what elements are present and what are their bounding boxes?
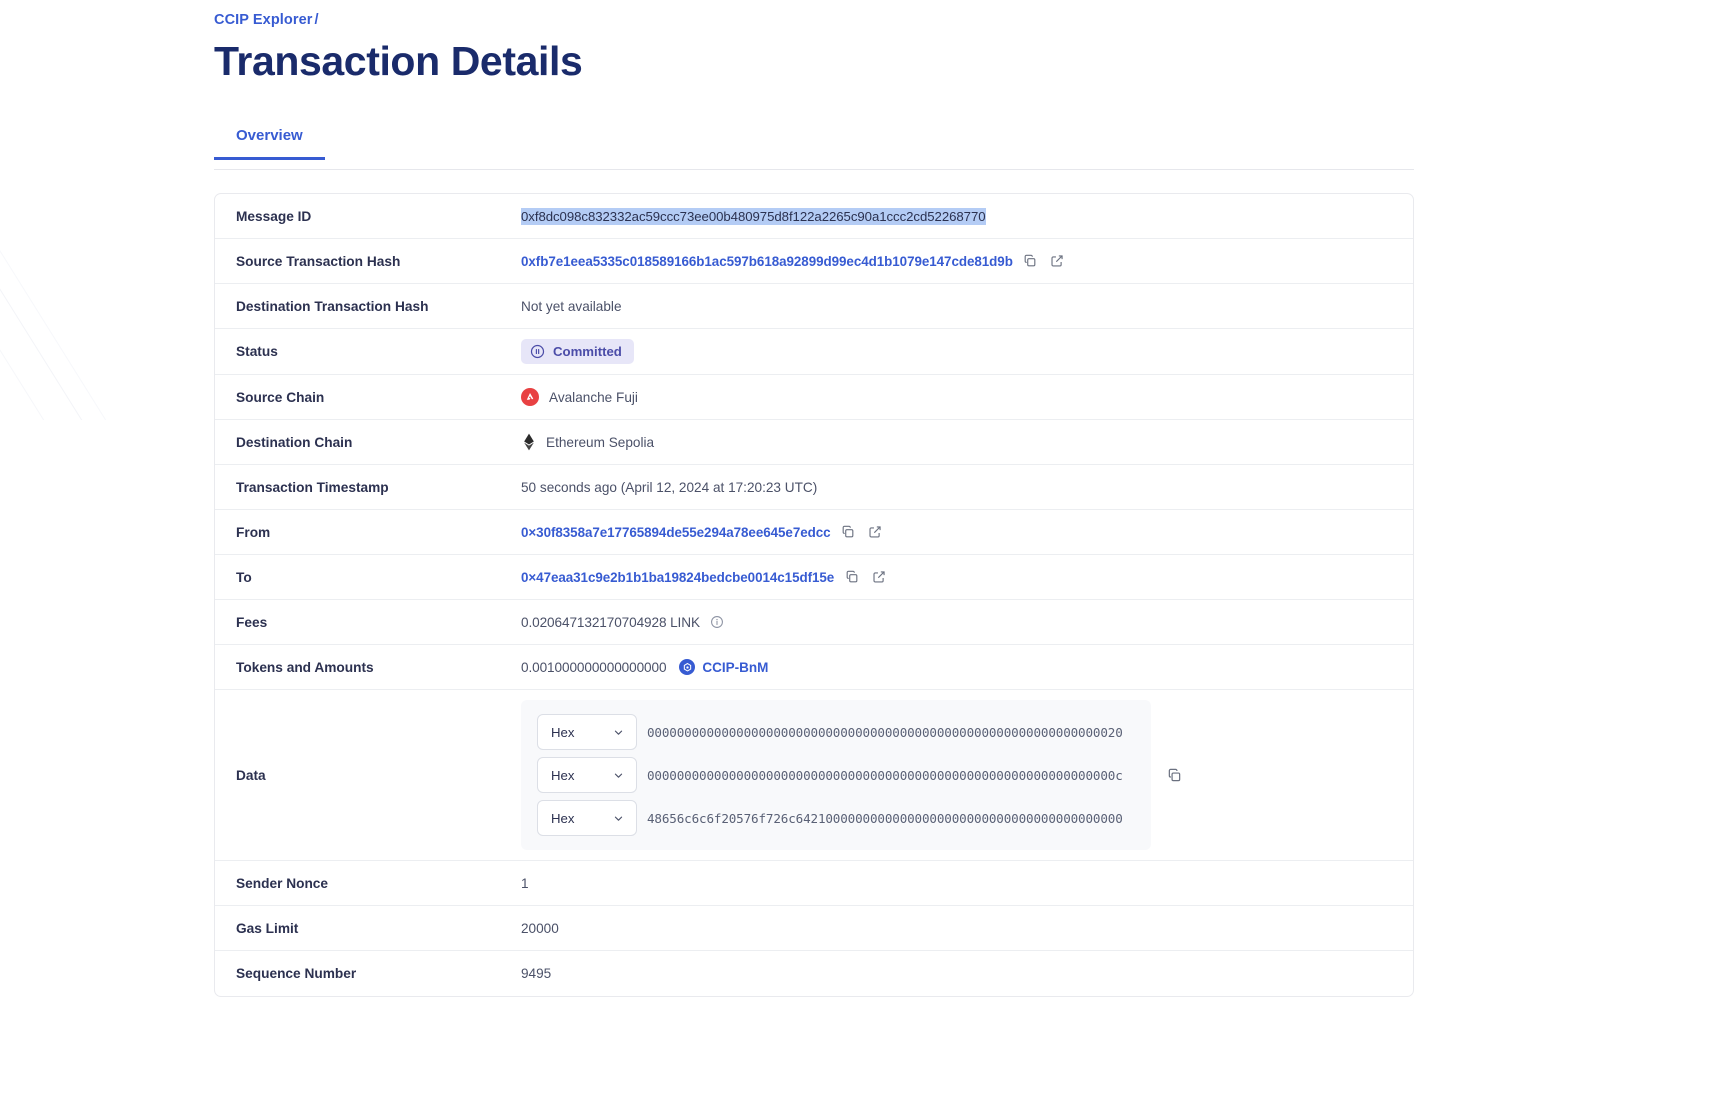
to-address-link[interactable]: 0×47eaa31c9e2b1b1ba19824bedcbe0014c15df1… bbox=[521, 569, 835, 585]
transaction-details-table: Message ID 0xf8dc098c832332ac59ccc73ee00… bbox=[214, 193, 1414, 997]
source-tx-hash-link[interactable]: 0xfb7e1eea5335c018589166b1ac597b618a9289… bbox=[521, 253, 1013, 269]
row-label: Source Transaction Hash bbox=[236, 253, 401, 269]
copy-icon[interactable] bbox=[842, 568, 861, 587]
row-value: Not yet available bbox=[521, 284, 1413, 328]
table-row-destination-chain: Destination Chain Ethereum Sepolia bbox=[215, 420, 1413, 465]
row-value: 0×47eaa31c9e2b1b1ba19824bedcbe0014c15df1… bbox=[521, 555, 1413, 599]
row-label: Destination Chain bbox=[236, 434, 353, 450]
row-value: 20000 bbox=[521, 906, 1413, 950]
table-row-from: From 0×30f8358a7e17765894de55e294a78ee64… bbox=[215, 510, 1413, 555]
data-panel: Hex 000000000000000000000000000000000000… bbox=[521, 700, 1151, 850]
row-value: Committed bbox=[521, 329, 1413, 374]
data-hex-value-2[interactable]: 0000000000000000000000000000000000000000… bbox=[647, 767, 1123, 783]
ccip-token-icon bbox=[679, 659, 696, 675]
row-label: Fees bbox=[236, 614, 268, 630]
table-row-source-chain: Source Chain Avalanche Fuji bbox=[215, 375, 1413, 420]
row-value: 0xfb7e1eea5335c018589166b1ac597b618a9289… bbox=[521, 239, 1413, 283]
external-link-icon[interactable] bbox=[869, 568, 888, 587]
row-label: Message ID bbox=[236, 208, 312, 224]
data-hex-value-1[interactable]: 0000000000000000000000000000000000000000… bbox=[647, 724, 1123, 740]
row-label: Sender Nonce bbox=[236, 875, 329, 891]
table-row-fees: Fees 0.020647132170704928 LINK bbox=[215, 600, 1413, 645]
breadcrumb-link-ccip-explorer[interactable]: CCIP Explorer bbox=[214, 12, 313, 28]
row-label: Source Chain bbox=[236, 389, 325, 405]
row-label: To bbox=[236, 569, 252, 585]
token-name-link[interactable]: CCIP-BnM bbox=[702, 659, 769, 675]
row-label: From bbox=[236, 524, 271, 540]
row-value: 0xf8dc098c832332ac59ccc73ee00b480975d8f1… bbox=[521, 194, 1413, 238]
source-chain-name: Avalanche Fuji bbox=[549, 389, 638, 405]
row-label: Tokens and Amounts bbox=[236, 659, 374, 675]
data-format-value: Hex bbox=[551, 767, 575, 783]
token-amount: 0.001000000000000000 bbox=[521, 659, 667, 675]
pause-circle-icon bbox=[530, 344, 545, 359]
row-value: 0.001000000000000000 CCIP-BnM bbox=[521, 645, 1413, 689]
timestamp-value: 50 seconds ago (April 12, 2024 at 17:20:… bbox=[521, 479, 818, 495]
data-row: Hex 48656c6c6f20576f726c6421000000000000… bbox=[537, 800, 1151, 836]
sequence-number-value: 9495 bbox=[521, 966, 552, 981]
row-value: 0.020647132170704928 LINK bbox=[521, 600, 1413, 644]
gas-limit-value: 20000 bbox=[521, 920, 559, 936]
ethereum-logo-icon bbox=[521, 433, 536, 452]
sender-nonce-value: 1 bbox=[521, 875, 529, 891]
data-format-value: Hex bbox=[551, 810, 575, 826]
from-address-link[interactable]: 0×30f8358a7e17765894de55e294a78ee645e7ed… bbox=[521, 524, 831, 540]
external-link-icon[interactable] bbox=[866, 523, 885, 542]
chevron-down-icon bbox=[612, 726, 625, 739]
fees-value: 0.020647132170704928 LINK bbox=[521, 614, 700, 630]
data-format-select-2[interactable]: Hex bbox=[537, 757, 637, 793]
row-label: Gas Limit bbox=[236, 920, 299, 936]
row-label: Destination Transaction Hash bbox=[236, 298, 429, 314]
row-label: Data bbox=[236, 767, 266, 783]
data-hex-value-3[interactable]: 48656c6c6f20576f726c64210000000000000000… bbox=[647, 810, 1123, 826]
table-row-sequence-number: Sequence Number 9495 bbox=[215, 951, 1413, 996]
data-format-select-1[interactable]: Hex bbox=[537, 714, 637, 750]
info-icon[interactable] bbox=[708, 613, 727, 632]
tab-bar: Overview bbox=[214, 127, 1414, 170]
table-row-to: To 0×47eaa31c9e2b1b1ba19824bedcbe0014c15… bbox=[215, 555, 1413, 600]
data-row: Hex 000000000000000000000000000000000000… bbox=[537, 757, 1151, 793]
data-row: Hex 000000000000000000000000000000000000… bbox=[537, 714, 1151, 750]
table-row-tokens-and-amounts: Tokens and Amounts 0.001000000000000000 … bbox=[215, 645, 1413, 690]
tab-overview[interactable]: Overview bbox=[214, 127, 325, 160]
row-value: 50 seconds ago (April 12, 2024 at 17:20:… bbox=[521, 465, 1413, 509]
row-value: 0×30f8358a7e17765894de55e294a78ee645e7ed… bbox=[521, 510, 1413, 554]
status-badge: Committed bbox=[521, 339, 634, 364]
copy-icon[interactable] bbox=[1165, 766, 1184, 785]
copy-icon[interactable] bbox=[1021, 252, 1040, 271]
breadcrumb-separator: / bbox=[314, 12, 319, 28]
row-value: Avalanche Fuji bbox=[521, 375, 1413, 419]
page-title: Transaction Details bbox=[214, 38, 583, 84]
data-format-select-3[interactable]: Hex bbox=[537, 800, 637, 836]
status-badge-label: Committed bbox=[553, 344, 622, 359]
table-row-data: Data Hex bbox=[215, 690, 1413, 861]
row-value: 9495 bbox=[521, 951, 1413, 996]
table-row-status: Status Committed bbox=[215, 329, 1413, 375]
table-row-gas-limit: Gas Limit 20000 bbox=[215, 906, 1413, 951]
row-label: Transaction Timestamp bbox=[236, 479, 389, 495]
row-value: Hex 000000000000000000000000000000000000… bbox=[521, 690, 1413, 860]
breadcrumb: CCIP Explorer / bbox=[214, 12, 1414, 28]
table-row-message-id: Message ID 0xf8dc098c832332ac59ccc73ee00… bbox=[215, 194, 1413, 239]
row-value: 1 bbox=[521, 861, 1413, 905]
chevron-down-icon bbox=[612, 812, 625, 825]
copy-icon[interactable] bbox=[839, 523, 858, 542]
chevron-down-icon bbox=[612, 769, 625, 782]
table-row-source-tx-hash: Source Transaction Hash 0xfb7e1eea5335c0… bbox=[215, 239, 1413, 284]
destination-chain-name: Ethereum Sepolia bbox=[546, 434, 655, 450]
row-label: Sequence Number bbox=[236, 966, 357, 981]
destination-tx-hash-value: Not yet available bbox=[521, 298, 622, 314]
table-row-destination-tx-hash: Destination Transaction Hash Not yet ava… bbox=[215, 284, 1413, 329]
row-label: Status bbox=[236, 344, 278, 359]
message-id-value[interactable]: 0xf8dc098c832332ac59ccc73ee00b480975d8f1… bbox=[521, 207, 986, 225]
row-value: Ethereum Sepolia bbox=[521, 420, 1413, 464]
data-format-value: Hex bbox=[551, 724, 575, 740]
table-row-timestamp: Transaction Timestamp 50 seconds ago (Ap… bbox=[215, 465, 1413, 510]
table-row-sender-nonce: Sender Nonce 1 bbox=[215, 861, 1413, 906]
avalanche-logo-icon bbox=[521, 388, 539, 406]
external-link-icon[interactable] bbox=[1048, 252, 1067, 271]
